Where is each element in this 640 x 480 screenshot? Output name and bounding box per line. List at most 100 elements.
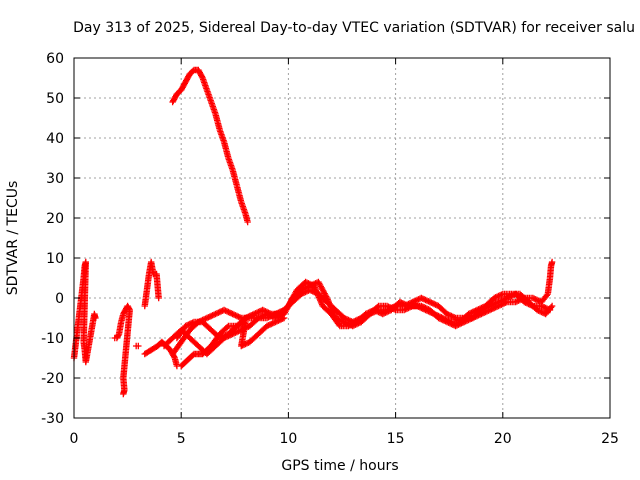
data-point (242, 340, 249, 348)
data-point (419, 295, 426, 302)
data-point (299, 286, 306, 293)
data-point (528, 302, 535, 309)
data-point (303, 284, 311, 291)
data-point (400, 306, 408, 314)
data-point (452, 322, 459, 330)
data-point (506, 293, 514, 300)
data-point (443, 310, 451, 318)
data-point (155, 294, 162, 302)
data-point (115, 332, 122, 339)
data-point (212, 310, 219, 318)
data-point (482, 304, 489, 312)
data-point (492, 294, 499, 301)
data-point (498, 291, 505, 298)
data-point (471, 308, 478, 315)
data-point (399, 300, 406, 307)
data-point (453, 322, 461, 329)
data-point (496, 292, 504, 299)
data-point (309, 281, 316, 288)
data-point (216, 308, 223, 316)
data-point (222, 307, 229, 314)
data-point (498, 297, 505, 304)
data-point (425, 298, 432, 305)
data-point (462, 318, 469, 325)
data-point (263, 310, 271, 318)
chart-title: Day 313 of 2025, Sidereal Day-to-day VTE… (73, 20, 635, 36)
data-point (479, 306, 486, 313)
data-point (446, 320, 454, 327)
data-point (332, 314, 339, 322)
data-point (403, 305, 411, 312)
data-point (255, 308, 262, 316)
data-point (502, 295, 509, 302)
data-point (355, 320, 362, 327)
data-point (259, 312, 266, 320)
data-point (253, 309, 261, 316)
data-point (339, 318, 346, 325)
data-point (215, 309, 222, 316)
data-point (246, 312, 254, 320)
data-point (243, 314, 251, 321)
data-point (258, 313, 265, 320)
data-point (438, 316, 445, 323)
data-point (478, 306, 485, 314)
data-point (256, 308, 264, 315)
data-point (508, 292, 515, 300)
data-point (446, 312, 454, 319)
y-tick-label: 10 (46, 251, 64, 267)
data-point (402, 306, 409, 313)
x-tick-label: 5 (177, 431, 186, 447)
data-point (465, 316, 472, 324)
data-point (223, 308, 231, 315)
data-point (238, 342, 245, 350)
data-point (538, 308, 545, 316)
data-point (268, 312, 275, 320)
data-point (233, 322, 241, 330)
data-point (256, 314, 264, 321)
data-point (218, 308, 225, 315)
data-point (266, 321, 274, 328)
data-point (430, 300, 438, 308)
data-point (539, 303, 547, 310)
data-point (523, 300, 531, 307)
data-point (305, 283, 312, 290)
data-point (466, 316, 474, 323)
data-point (483, 304, 491, 311)
data-point (208, 312, 215, 320)
data-point (449, 321, 456, 328)
data-point (265, 322, 272, 329)
data-point (398, 299, 405, 306)
data-point (445, 319, 452, 326)
data-point (548, 258, 556, 266)
data-point (448, 320, 455, 328)
data-point (198, 73, 206, 80)
y-axis-label: SDTVAR / TECUs (5, 181, 21, 296)
y-tick-label: 40 (46, 131, 64, 147)
data-point (531, 295, 538, 302)
y-tick-label: -20 (41, 371, 64, 387)
data-point (92, 314, 99, 322)
data-point (266, 312, 274, 319)
data-point (220, 306, 228, 314)
data-point (513, 298, 521, 305)
data-point (249, 311, 256, 318)
data-point (338, 317, 345, 324)
data-point (375, 308, 382, 316)
data-point (463, 317, 471, 324)
data-point (250, 310, 258, 318)
data-point (185, 321, 192, 328)
data-point (273, 318, 281, 325)
x-tick-label: 0 (70, 431, 79, 447)
data-point (426, 298, 434, 306)
data-point (235, 328, 242, 335)
data-point (413, 296, 421, 304)
data-point (209, 312, 216, 319)
y-tick-label: 60 (46, 51, 64, 67)
data-point (263, 322, 271, 330)
data-point (456, 320, 464, 328)
data-point (342, 319, 349, 326)
data-point (183, 322, 191, 329)
data-point (406, 304, 414, 311)
data-point (489, 301, 496, 308)
data-point (512, 298, 519, 306)
